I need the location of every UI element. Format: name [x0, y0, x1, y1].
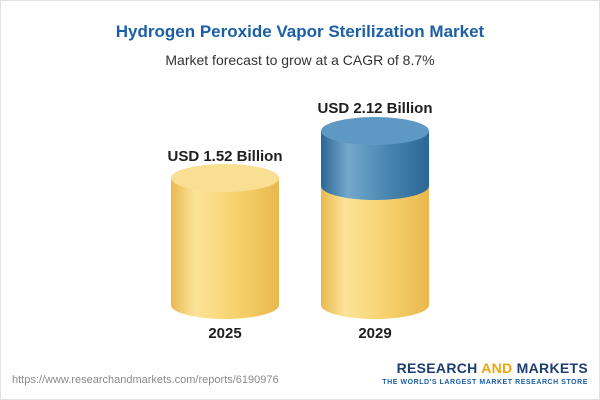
logo-tagline: THE WORLD'S LARGEST MARKET RESEARCH STOR…	[382, 378, 588, 386]
logo-word-and: AND	[481, 360, 513, 376]
value-label-2029: USD 2.12 Billion	[317, 100, 433, 117]
cylinder-2025-bottom-cap	[171, 291, 279, 319]
research-and-markets-logo: RESEARCH AND MARKETS THE WORLD'S LARGEST…	[382, 360, 588, 387]
chart-subtitle: Market forecast to grow at a CAGR of 8.7…	[165, 52, 435, 68]
cylinder-2025-top-cap	[171, 164, 279, 192]
bar-cylinder-2029	[321, 117, 429, 320]
value-label-2025: USD 1.52 Billion	[167, 148, 283, 165]
cylinder-2029-top-cap	[321, 117, 429, 145]
cylinder-2029-growth-bottom-cap	[321, 172, 429, 200]
logo-word-research: RESEARCH	[396, 360, 478, 376]
category-label-2029: 2029	[358, 325, 392, 342]
report-url-link[interactable]: https://www.researchandmarkets.com/repor…	[12, 374, 279, 386]
cylinder-2025-body	[171, 178, 279, 305]
logo-wordmark: RESEARCH AND MARKETS	[382, 360, 588, 378]
category-label-2025: 2025	[208, 325, 242, 342]
cylinder-2029-base-body	[321, 186, 429, 305]
chart-title: Hydrogen Peroxide Vapor Sterilization Ma…	[115, 22, 485, 41]
bar-cylinder-2025	[171, 164, 279, 320]
logo-word-markets: MARKETS	[516, 360, 588, 376]
cylinder-2029-bottom-cap	[321, 291, 429, 319]
